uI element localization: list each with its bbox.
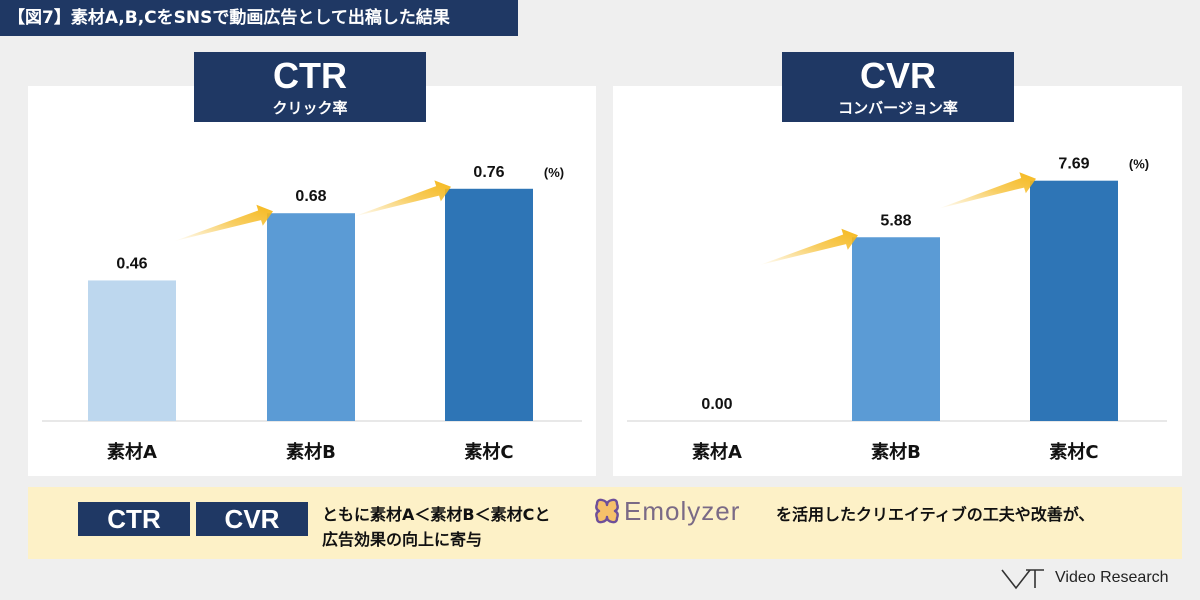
cvr-category-label-2: 素材B [871, 441, 921, 463]
cvr-unit-label: (%) [1129, 157, 1149, 172]
cvr-value-label-1: 0.00 [701, 396, 732, 413]
cvr-chart: 0.00 素材A 5.88 素材B 7.69 素材C (%) [627, 156, 1167, 463]
video-research-mark-icon [1001, 569, 1044, 590]
ctr-trend-arrow-icon-1 [174, 204, 273, 242]
ctr-title-box: CTR クリック率 [194, 52, 426, 122]
ctr-trend-arrow-icon-2 [353, 180, 451, 217]
ctr-bar-1 [88, 280, 176, 421]
ctr-subtitle: クリック率 [272, 99, 348, 117]
ctr-bar-3 [445, 188, 533, 421]
figure-title: 【図7】素材A,B,CをSNSで動画広告として出稿した結果 [0, 0, 518, 36]
summary-text-line1-tail: を活用したクリエイティブの工夫や改善が、 [776, 505, 1095, 524]
brand-name: Video Research [1055, 569, 1169, 586]
cvr-value-label-2: 5.88 [880, 212, 911, 229]
ctr-chart-panel: 0.46 素材A 0.68 素材B 0.76 素材C (%) [28, 86, 596, 476]
ctr-category-label-3: 素材C [464, 441, 513, 463]
ctr-value-label-1: 0.46 [116, 255, 147, 272]
ctr-unit-label: (%) [544, 165, 564, 180]
cvr-category-label-3: 素材C [1049, 441, 1098, 463]
cvr-bar-2 [852, 237, 940, 421]
cvr-chart-panel: 0.00 素材A 5.88 素材B 7.69 素材C (%) [613, 86, 1182, 476]
ctr-tag: CTR [78, 502, 190, 536]
video-research-logo: Video Research [1000, 566, 1180, 592]
ctr-chart: 0.46 素材A 0.68 素材B 0.76 素材C (%) [42, 164, 582, 463]
summary-text-line2: 広告効果の向上に寄与 [322, 530, 483, 549]
cvr-tag: CVR [196, 502, 308, 536]
ctr-title: CTR [273, 55, 347, 96]
summary-text-line1: ともに素材A＜素材B＜素材Cと [322, 505, 551, 524]
ctr-value-label-3: 0.76 [473, 164, 504, 181]
emolyzer-logo-icon [595, 498, 619, 524]
cvr-title-box: CVR コンバージョン率 [782, 52, 1014, 122]
cvr-trend-arrow-icon-1 [759, 228, 858, 266]
cvr-trend-arrow-icon-2 [938, 172, 1036, 209]
cvr-category-label-1: 素材A [692, 441, 742, 463]
ctr-category-label-1: 素材A [107, 441, 157, 463]
cvr-subtitle: コンバージョン率 [838, 99, 958, 117]
emolyzer-wordmark: Emolyzer [624, 496, 741, 526]
cvr-title: CVR [859, 55, 936, 96]
ctr-value-label-2: 0.68 [295, 188, 326, 205]
cvr-value-label-3: 7.69 [1058, 156, 1089, 173]
cvr-bar-3 [1030, 180, 1118, 421]
ctr-category-label-2: 素材B [286, 441, 336, 463]
emolyzer-logo: Emolyzer [592, 494, 770, 528]
ctr-bar-2 [267, 213, 355, 421]
